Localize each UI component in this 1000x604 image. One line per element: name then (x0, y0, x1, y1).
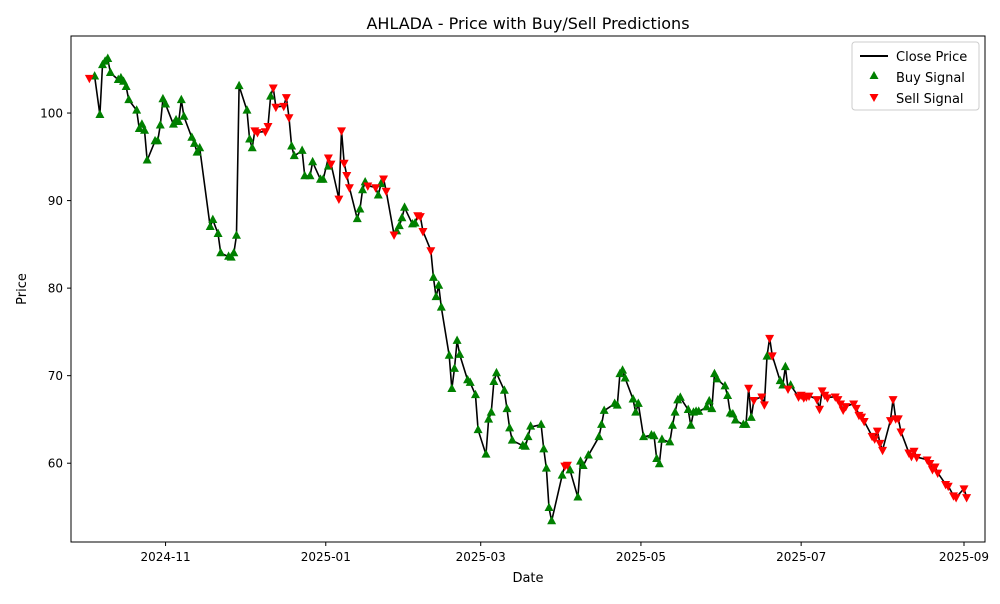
x-tick-label: 2024-11 (140, 550, 190, 564)
legend-sell-label: Sell Signal (896, 92, 964, 107)
x-tick-label: 2025-09 (939, 550, 989, 564)
chart-title: AHLADA - Price with Buy/Sell Predictions (366, 14, 689, 33)
legend: Close Price Buy Signal Sell Signal (852, 42, 979, 110)
x-tick-label: 2025-03 (456, 550, 506, 564)
y-tick-label: 90 (48, 194, 63, 208)
legend-close-label: Close Price (896, 50, 967, 65)
y-tick-label: 80 (48, 282, 63, 296)
y-tick-label: 70 (48, 369, 63, 383)
x-axis-label: Date (512, 571, 543, 586)
x-tick-label: 2025-07 (776, 550, 826, 564)
legend-buy-label: Buy Signal (896, 71, 965, 86)
y-axis-label: Price (15, 273, 30, 305)
x-tick-label: 2025-05 (616, 550, 666, 564)
x-tick-label: 2025-01 (301, 550, 351, 564)
y-tick-label: 60 (48, 457, 63, 471)
y-tick-label: 100 (40, 107, 63, 121)
